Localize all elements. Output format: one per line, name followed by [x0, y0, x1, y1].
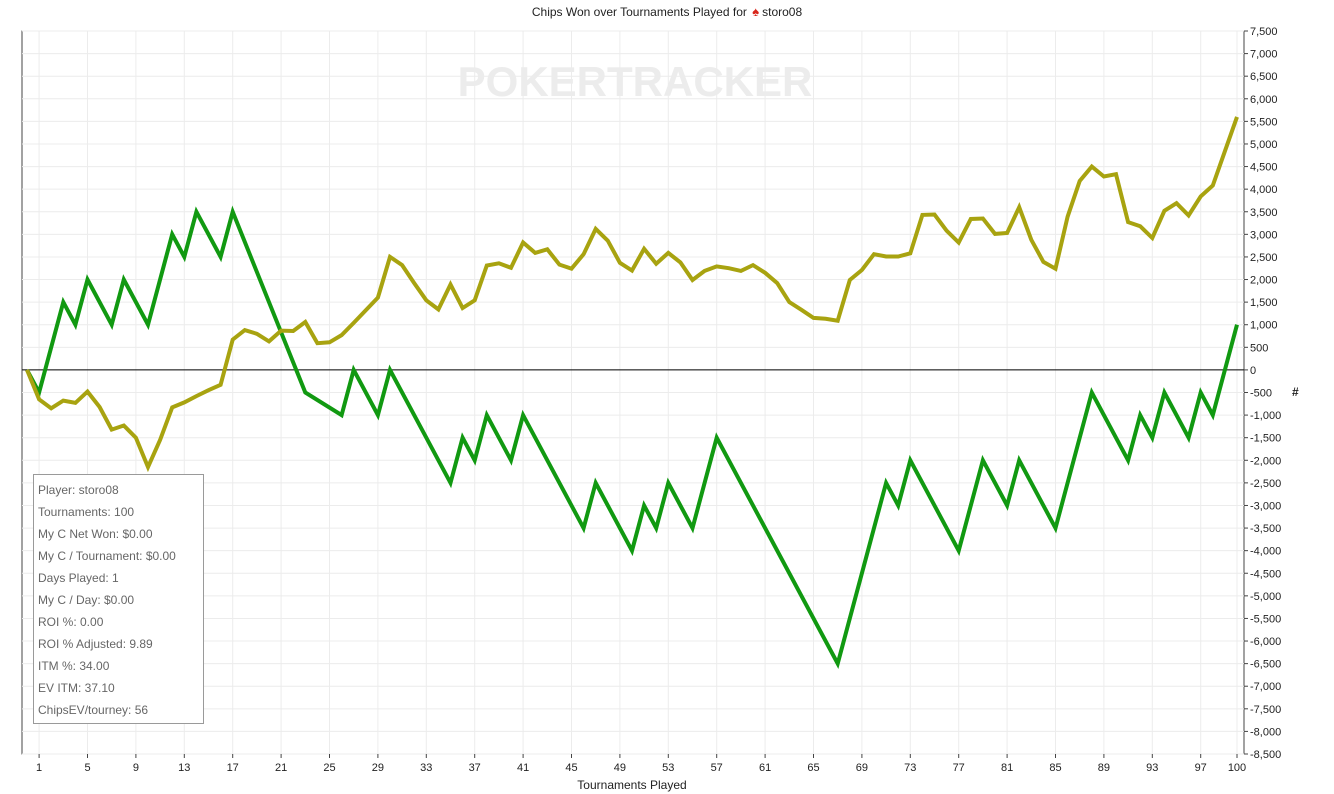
- y-tick-label: -500: [1250, 388, 1272, 400]
- y-tick-label: -2,000: [1250, 455, 1281, 467]
- y-tick-label: 7,000: [1250, 49, 1278, 61]
- x-tick-label: 77: [953, 762, 965, 774]
- y-tick-label: -3,500: [1250, 523, 1281, 535]
- spade-icon: ♠: [752, 4, 760, 19]
- y-tick-label: -5,000: [1250, 591, 1281, 603]
- y-tick-label: -6,000: [1250, 636, 1281, 648]
- x-axis-label: Tournaments Played: [577, 778, 687, 792]
- watermark: POKERTRACKER: [458, 58, 813, 105]
- x-tick-label: 57: [711, 762, 723, 774]
- y-tick-label: -3,000: [1250, 500, 1281, 512]
- y-tick-label: -2,500: [1250, 478, 1281, 490]
- x-tick-label: 53: [662, 762, 674, 774]
- y-tick-label: 5,500: [1250, 116, 1278, 128]
- stat-days-played: Days Played: 1: [38, 571, 119, 585]
- chart-title-player: storo08: [762, 5, 803, 19]
- y-tick-label: 0: [1250, 365, 1256, 377]
- stat-ev-itm: EV ITM: 37.10: [38, 681, 115, 695]
- x-tick-label: 25: [323, 762, 335, 774]
- x-tick-label: 17: [227, 762, 239, 774]
- stat-roi-adjusted: ROI % Adjusted: 9.89: [38, 637, 153, 651]
- x-tick-label: 1: [36, 762, 42, 774]
- y-tick-label: 2,500: [1250, 252, 1278, 264]
- x-tick-label: 61: [759, 762, 771, 774]
- x-tick-label: 100: [1228, 762, 1246, 774]
- x-tick-label: 21: [275, 762, 287, 774]
- stat-roi: ROI %: 0.00: [38, 615, 104, 629]
- y-tick-label: -6,500: [1250, 659, 1281, 671]
- x-tick-label: 41: [517, 762, 529, 774]
- chart-title: Chips Won over Tournaments Played for ♠ s…: [0, 4, 1334, 19]
- y-tick-label: -1,500: [1250, 433, 1281, 445]
- y-tick-label: 1,000: [1250, 320, 1278, 332]
- stats-box: Player: storo08 Tournaments: 100 My C Ne…: [33, 474, 204, 724]
- x-tick-label: 97: [1195, 762, 1207, 774]
- stat-itm: ITM %: 34.00: [38, 659, 110, 673]
- stat-per-day: My C / Day: $0.00: [38, 593, 135, 607]
- y-tick-label: 7,500: [1250, 26, 1278, 38]
- x-tick-label: 89: [1098, 762, 1110, 774]
- y-tick-label: 500: [1250, 342, 1268, 354]
- stat-tournaments: Tournaments: 100: [38, 505, 135, 519]
- x-tick-label: 81: [1001, 762, 1013, 774]
- y-tick-label: -7,500: [1250, 704, 1281, 716]
- y-tick-label: 4,500: [1250, 162, 1278, 174]
- y-tick-label: -7,000: [1250, 681, 1281, 693]
- series-line-2: [25, 116, 1239, 473]
- stat-per-tournament: My C / Tournament: $0.00: [38, 549, 176, 563]
- x-tick-label: 9: [133, 762, 139, 774]
- x-tick-label: 29: [372, 762, 384, 774]
- y-tick-label: 5,000: [1250, 139, 1278, 151]
- stat-net-won: My C Net Won: $0.00: [38, 527, 153, 541]
- y-tick-label: 3,000: [1250, 229, 1278, 241]
- y-axis-label: #: [1292, 385, 1299, 399]
- stat-player: Player: storo08: [38, 483, 119, 497]
- x-tick-label: 5: [84, 762, 90, 774]
- x-tick-label: 69: [856, 762, 868, 774]
- y-tick-label: 6,000: [1250, 94, 1278, 106]
- x-tick-label: 45: [565, 762, 577, 774]
- x-tick-label: 65: [807, 762, 819, 774]
- y-tick-label: -4,000: [1250, 546, 1281, 558]
- y-tick-label: -5,500: [1250, 613, 1281, 625]
- y-tick-label: -4,500: [1250, 568, 1281, 580]
- x-tick-label: 93: [1146, 762, 1158, 774]
- x-tick-label: 13: [178, 762, 190, 774]
- y-tick-label: -8,000: [1250, 726, 1281, 738]
- stat-chipsev: ChipsEV/tourney: 56: [38, 703, 149, 717]
- y-tick-label: 4,000: [1250, 184, 1278, 196]
- y-tick-label: 2,000: [1250, 275, 1278, 287]
- y-tick-label: 1,500: [1250, 297, 1278, 309]
- x-tick-label: 85: [1049, 762, 1061, 774]
- x-tick-label: 73: [904, 762, 916, 774]
- y-tick-label: 6,500: [1250, 71, 1278, 83]
- series-line-1: [25, 205, 1239, 670]
- chart-title-text: Chips Won over Tournaments Played for: [531, 5, 747, 19]
- x-tick-label: 37: [469, 762, 481, 774]
- y-tick-label: 3,500: [1250, 207, 1278, 219]
- x-tick-label: 49: [614, 762, 626, 774]
- y-tick-label: -8,500: [1250, 749, 1281, 761]
- x-tick-label: 33: [420, 762, 432, 774]
- y-tick-label: -1,000: [1250, 410, 1281, 422]
